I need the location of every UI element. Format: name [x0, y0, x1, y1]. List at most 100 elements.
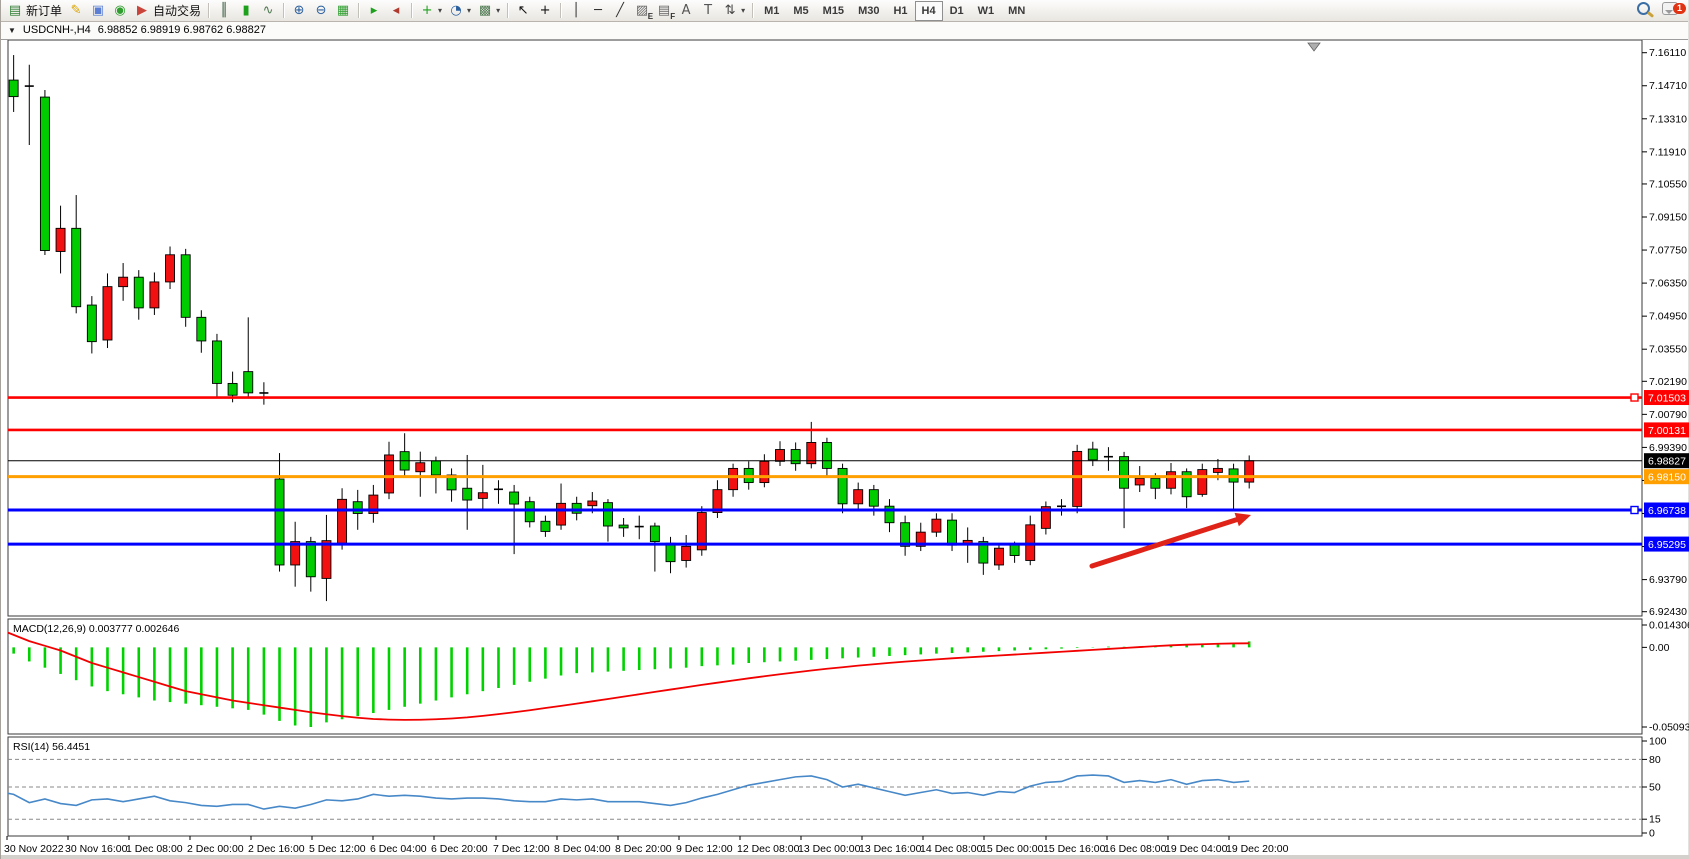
toolbar-separator — [283, 3, 285, 18]
macd-axis[interactable]: 0.014306 0.00 -0.050937 — [1642, 620, 1689, 734]
toolbar-group-chart-type: ║ ▮ ∿ — [213, 0, 279, 21]
macd-pane[interactable] — [7, 618, 1643, 735]
vertical-line-button[interactable]: │ — [565, 1, 587, 21]
chevron-down-icon[interactable]: ▾ — [467, 6, 472, 15]
svg-text:0.00: 0.00 — [1649, 642, 1670, 654]
equidistant-channel-icon-letter: E — [647, 12, 654, 21]
svg-text:6.98150: 6.98150 — [1648, 472, 1686, 484]
price-badge: 7.00131 — [1644, 422, 1689, 438]
periods-icon: ◔ — [450, 3, 462, 18]
svg-text:30 Nov 2022: 30 Nov 2022 — [4, 843, 64, 855]
signals-button[interactable]: ◉ — [109, 1, 131, 21]
svg-text:0.014306: 0.014306 — [1649, 620, 1689, 632]
svg-text:8 Dec 20:00: 8 Dec 20:00 — [615, 843, 672, 855]
chart-shift-button[interactable]: ◂ — [385, 1, 407, 21]
timeframe-m5[interactable]: M5 — [793, 4, 809, 17]
resistance-line-1-handle[interactable] — [1630, 393, 1639, 402]
periods-button[interactable]: ◔ ▾ — [445, 1, 474, 21]
new-order-icon: ▤ — [8, 3, 22, 18]
price-badge: 6.96738 — [1644, 502, 1689, 518]
community-button[interactable]: ▣ — [87, 1, 109, 21]
svg-text:6.98827: 6.98827 — [1648, 456, 1686, 468]
toolbar-group-pointer: ↖ + — [512, 0, 556, 21]
trendline-button[interactable]: ╱ — [609, 1, 631, 21]
autotrading-button-label: 自动交易 — [153, 4, 202, 18]
text-label-button[interactable]: T — [697, 1, 719, 21]
svg-text:50: 50 — [1649, 782, 1661, 794]
tile-windows-button[interactable]: ▦ — [332, 1, 354, 21]
svg-text:15 Dec 16:00: 15 Dec 16:00 — [1043, 843, 1106, 855]
svg-text:7.01503: 7.01503 — [1648, 393, 1686, 405]
price-badge: 6.95295 — [1644, 536, 1689, 552]
toolbar-group-objects: + ▾ ◔ ▾ ▩ ▾ — [416, 0, 503, 21]
chart-title-ohlc: 6.98852 6.98919 6.98762 6.98827 — [97, 24, 266, 36]
zoom-in-button[interactable]: ⊕ — [288, 1, 310, 21]
svg-text:6 Dec 04:00: 6 Dec 04:00 — [370, 843, 427, 855]
candlestick-button[interactable]: ▮ — [235, 1, 257, 21]
svg-text:19 Dec 20:00: 19 Dec 20:00 — [1226, 843, 1289, 855]
svg-text:15: 15 — [1649, 814, 1661, 826]
chevron-down-icon[interactable]: ▾ — [438, 6, 443, 15]
support-line-1-handle[interactable] — [1630, 505, 1639, 515]
svg-text:6 Dec 20:00: 6 Dec 20:00 — [431, 843, 488, 855]
timeframe-mn[interactable]: MN — [1008, 4, 1026, 17]
svg-text:6.99390: 6.99390 — [1649, 442, 1687, 454]
text-icon: A — [681, 3, 691, 18]
toolbar-separator — [358, 3, 360, 18]
horizontal-line-button[interactable]: ─ — [587, 1, 609, 21]
bar-chart-button[interactable]: ║ — [213, 1, 235, 21]
timeframe-m30[interactable]: M30 — [858, 4, 880, 17]
candles-layer — [8, 55, 1255, 602]
collapse-icon[interactable]: ▼ — [8, 25, 16, 35]
auto-scroll-button[interactable]: ▸ — [363, 1, 385, 21]
arrows-button[interactable]: ⇅ ▾ — [719, 1, 748, 21]
crosshair-icon: + — [539, 3, 551, 18]
text-button[interactable]: A — [675, 1, 697, 21]
cursor-button[interactable]: ↖ — [512, 1, 534, 21]
templates-button[interactable]: ▩ ▾ — [474, 1, 503, 21]
chevron-down-icon[interactable]: ▾ — [741, 6, 746, 15]
chart-shift-marker-icon[interactable] — [1307, 42, 1321, 52]
chart-shift-icon: ◂ — [392, 3, 400, 18]
cursor-icon: ↖ — [517, 3, 529, 18]
metaeditor-button[interactable]: ✎ — [65, 1, 87, 21]
fibonacci-icon: ▤ F — [657, 3, 676, 21]
svg-text:7.00131: 7.00131 — [1648, 425, 1686, 437]
rsi-axis[interactable]: 100 80 50 15 0 — [1642, 736, 1667, 840]
timeframe-h1[interactable]: H1 — [893, 4, 908, 17]
price-axis[interactable]: 7.16110 7.14710 7.13310 7.11910 7.10550 7.091… — [1642, 47, 1687, 618]
text-label-icon: T — [704, 3, 713, 18]
new-order-button[interactable]: ▤ 新订单 — [4, 1, 65, 21]
time-axis[interactable]: 30 Nov 2022 30 Nov 16:001 Dec 08:00 2 Dec … — [4, 836, 1289, 855]
chart-title-bar[interactable]: ▼ USDCNH-,H4 6.98852 6.98919 6.98762 6.9… — [1, 21, 1688, 40]
notifications-button[interactable]: 1 — [1662, 1, 1686, 20]
svg-text:7.14710: 7.14710 — [1649, 80, 1687, 92]
indicators-button[interactable]: + ▾ — [416, 1, 445, 21]
timeframe-m15[interactable]: M15 — [822, 4, 845, 17]
toolbar-group-scroll: ▸ ◂ — [363, 0, 407, 21]
svg-text:15 Dec 00:00: 15 Dec 00:00 — [981, 843, 1044, 855]
timeframe-h4[interactable]: H4 — [914, 0, 943, 21]
equidistant-channel-icon: ▨ E — [635, 3, 654, 21]
fibonacci-button[interactable]: ▤ F — [653, 1, 675, 21]
chart-title-symbol: USDCNH-,H4 — [22, 24, 91, 36]
zoom-in-icon: ⊕ — [293, 3, 305, 18]
timeframe-d1[interactable]: D1 — [949, 4, 964, 17]
svg-text:19 Dec 04:00: 19 Dec 04:00 — [1165, 843, 1228, 855]
autotrading-button[interactable]: ▶ 自动交易 — [131, 1, 204, 21]
crosshair-button[interactable]: + — [534, 1, 556, 21]
svg-text:2 Dec 00:00: 2 Dec 00:00 — [187, 843, 244, 855]
zoom-out-button[interactable]: ⊖ — [310, 1, 332, 21]
main-pane[interactable] — [7, 39, 1643, 617]
search-button[interactable] — [1637, 1, 1650, 20]
line-chart-button[interactable]: ∿ — [257, 1, 279, 21]
svg-text:6.92430: 6.92430 — [1649, 606, 1687, 618]
tile-windows-icon: ▦ — [336, 3, 350, 18]
svg-text:6.93790: 6.93790 — [1649, 574, 1687, 586]
timeframe-m1[interactable]: M1 — [764, 4, 780, 17]
chevron-down-icon[interactable]: ▾ — [496, 6, 501, 15]
timeframe-w1[interactable]: W1 — [977, 4, 995, 17]
trend-arrow-annotation[interactable] — [1089, 512, 1251, 569]
equidistant-channel-button[interactable]: ▨ E — [631, 1, 653, 21]
